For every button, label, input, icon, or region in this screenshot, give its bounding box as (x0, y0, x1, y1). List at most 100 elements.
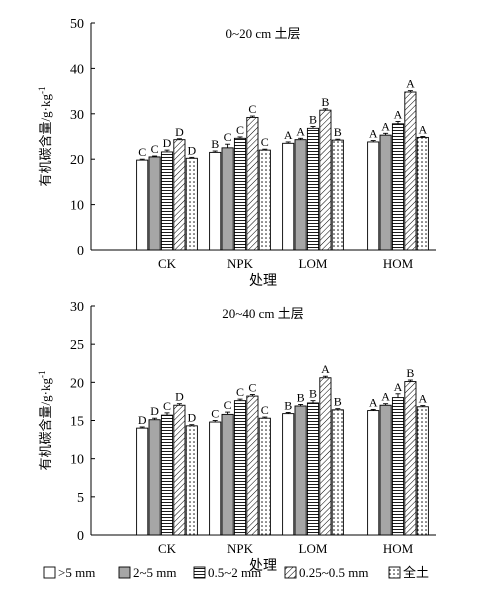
legend-label: 2~5 mm (133, 565, 177, 580)
bar (148, 156, 161, 251)
bar (246, 395, 259, 536)
y-tick-label: 15 (70, 415, 84, 430)
x-tick-label: CK (158, 256, 177, 271)
significance-letter: A (369, 127, 378, 141)
bar (258, 149, 271, 251)
significance-letter: B (406, 366, 414, 380)
bar (185, 157, 198, 251)
significance-letter: C (151, 142, 159, 156)
significance-letter: D (175, 390, 184, 404)
y-tick-label: 10 (70, 453, 84, 468)
significance-letter: B (321, 95, 329, 109)
significance-letter: C (224, 130, 232, 144)
y-axis-label-sup: -1 (37, 87, 47, 95)
legend-label: >5 mm (58, 565, 95, 580)
bar (173, 404, 186, 536)
y-tick-label: 0 (77, 529, 84, 544)
bar (173, 139, 186, 251)
bar (404, 381, 417, 536)
bar (136, 427, 149, 536)
bar (379, 134, 392, 251)
bar (379, 404, 392, 536)
significance-letter: A (418, 123, 427, 137)
significance-letter: D (175, 125, 184, 139)
bar (331, 409, 344, 536)
bar (209, 151, 222, 251)
significance-letter: C (236, 123, 244, 137)
bar (306, 402, 320, 536)
bar (319, 377, 332, 536)
legend-swatch (284, 566, 297, 579)
bar (233, 137, 247, 251)
significance-letter: A (394, 380, 403, 394)
significance-letter: D (163, 136, 172, 150)
significance-letter: C (224, 398, 232, 412)
significance-letter: A (381, 390, 390, 404)
significance-letter: B (211, 137, 219, 151)
bar (294, 139, 307, 251)
bar (258, 417, 271, 536)
legend-swatch (118, 566, 131, 579)
significance-letter: D (138, 413, 147, 427)
bar (185, 425, 198, 536)
significance-letter: A (284, 128, 293, 142)
significance-letter: D (187, 143, 196, 157)
legend-label: 0.5~2 mm (208, 565, 261, 580)
y-tick-label: 5 (77, 491, 84, 506)
significance-letter: A (394, 108, 403, 122)
bar (221, 147, 234, 251)
bar (282, 142, 295, 251)
bar (233, 400, 247, 536)
y-tick-label: 30 (70, 108, 84, 123)
significance-letter: B (334, 125, 342, 139)
bar (209, 421, 222, 536)
significance-letter: B (309, 387, 317, 401)
significance-letter: B (284, 398, 292, 412)
y-tick-label: 50 (70, 17, 84, 32)
bar (416, 136, 429, 251)
legend-swatch (43, 566, 56, 579)
y-tick-label: 10 (70, 199, 84, 214)
significance-letter: A (296, 124, 305, 138)
legend: >5 mm 2~5 mm 0.5~2 mm 0.25~0.5 mm 全土 (43, 565, 429, 580)
bar (331, 139, 344, 251)
x-tick-label: NPK (227, 541, 254, 556)
x-tick-label: LOM (299, 256, 328, 271)
bar (391, 397, 405, 536)
bar (246, 116, 259, 251)
significance-letter: A (418, 392, 427, 406)
y-tick-label: 0 (77, 244, 84, 259)
chart-title: 0~20 cm 土层 (226, 26, 301, 41)
significance-letter: C (261, 135, 269, 149)
bar (160, 151, 174, 251)
bar (160, 414, 174, 536)
legend-label: 全土 (403, 565, 429, 580)
bar (416, 406, 429, 536)
bar (319, 109, 332, 251)
y-tick-label: 20 (70, 376, 84, 391)
y-tick-label: 30 (70, 300, 84, 315)
significance-letter: B (334, 395, 342, 409)
y-axis-label: 有机碳含量/g·kg-1 (37, 371, 53, 471)
chart-title: 20~40 cm 土层 (222, 306, 303, 321)
legend-swatch (193, 566, 206, 579)
x-tick-label: LOM (299, 541, 328, 556)
x-axis-label: 处理 (249, 558, 277, 574)
significance-letter: A (406, 77, 415, 91)
legend-label: 0.25~0.5 mm (299, 565, 369, 580)
bar (148, 419, 161, 536)
y-tick-label: 40 (70, 62, 84, 77)
y-axis-label-sup: -1 (37, 371, 47, 379)
bar (282, 413, 295, 536)
x-tick-label: HOM (383, 256, 414, 271)
significance-letter: C (163, 399, 171, 413)
significance-letter: C (236, 385, 244, 399)
significance-letter: A (321, 362, 330, 376)
significance-letter: D (187, 411, 196, 425)
bar (136, 159, 149, 251)
y-axis-label-main: 有机碳含量/g·kg (38, 94, 53, 187)
significance-letter: C (248, 102, 256, 116)
